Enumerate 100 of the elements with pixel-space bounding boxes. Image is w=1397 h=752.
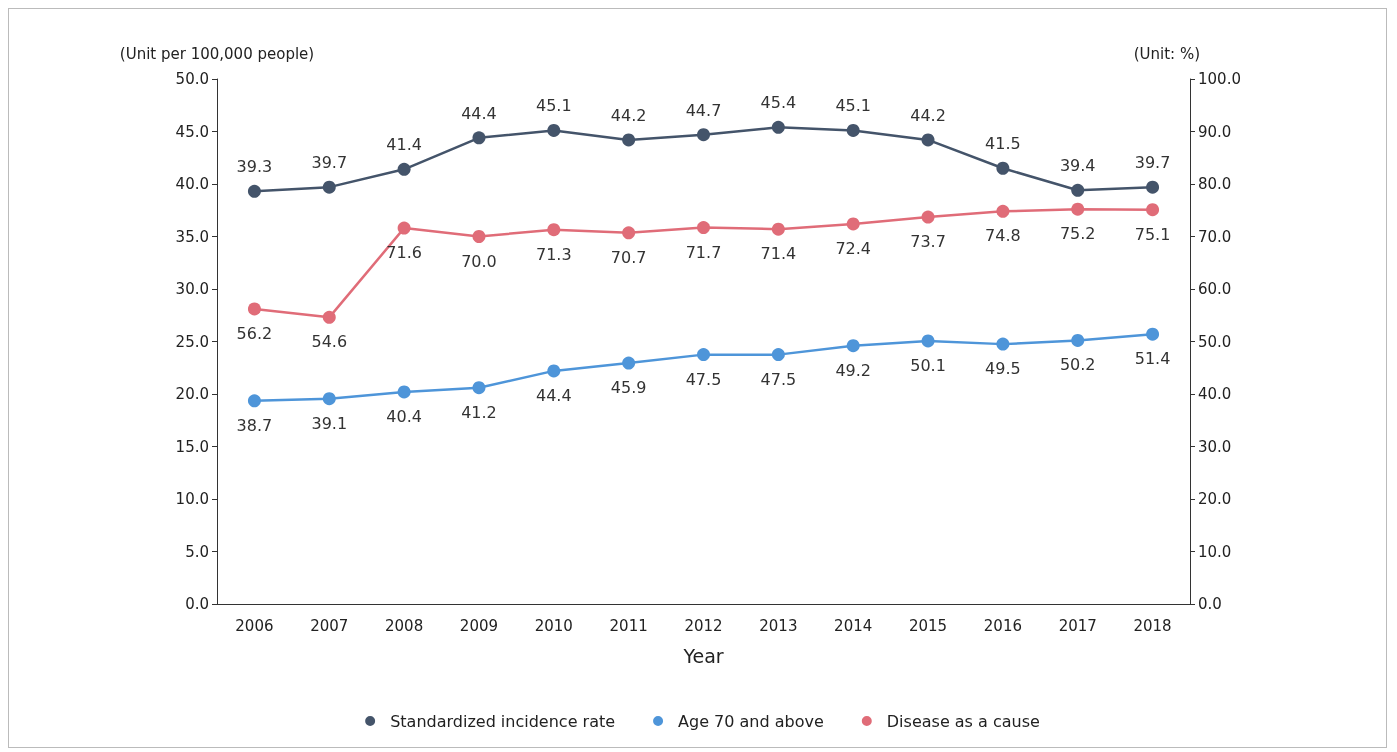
data-label: 71.6 xyxy=(386,243,422,263)
x-tick-label: 2007 xyxy=(310,616,349,635)
x-tick-label: 2012 xyxy=(684,616,723,635)
y2-tick-label: 30.0 xyxy=(1198,437,1232,456)
y2-tick-label: 20.0 xyxy=(1198,490,1232,508)
y-tick-label: 0.0 xyxy=(185,595,209,613)
x-tick-label: 2015 xyxy=(908,616,948,635)
y-tick-label: 15.0 xyxy=(175,437,209,456)
y2-tick-label: 10.0 xyxy=(1198,542,1232,561)
y-tick-label: 45.0 xyxy=(175,122,209,141)
point xyxy=(996,161,1010,175)
data-label: 39.1 xyxy=(311,413,348,433)
data-label: 45.1 xyxy=(835,96,871,116)
data-label: 45.4 xyxy=(760,93,797,113)
point xyxy=(697,348,710,362)
data-label: 50.1 xyxy=(910,355,946,375)
data-label: 54.6 xyxy=(311,332,348,352)
data-label: 70.0 xyxy=(461,251,497,271)
point xyxy=(1071,202,1085,216)
y-tick-label: 10.0 xyxy=(175,490,209,508)
y-axis-title: (Unit per 100,000 people) xyxy=(119,44,315,63)
data-label: 40.4 xyxy=(386,406,422,426)
point xyxy=(397,221,411,235)
y2-tick-label: 60.0 xyxy=(1198,280,1232,298)
y2-tick-label: 0.0 xyxy=(1198,595,1222,613)
data-label: 49.2 xyxy=(835,360,871,380)
data-label: 47.5 xyxy=(760,369,797,389)
y-tick-label: 20.0 xyxy=(175,385,209,403)
point xyxy=(846,123,860,137)
point xyxy=(472,230,486,243)
point xyxy=(697,221,710,235)
y-tick-label: 35.0 xyxy=(175,227,209,246)
x-axis-title: Year xyxy=(682,644,724,667)
point xyxy=(322,180,336,194)
data-label: 41.5 xyxy=(985,134,1021,154)
x-tick-label: 2006 xyxy=(235,616,274,635)
data-label: 45.9 xyxy=(610,378,647,398)
point xyxy=(846,339,860,353)
point xyxy=(771,120,785,134)
data-label: 75.1 xyxy=(1134,224,1171,244)
y-tick-label: 40.0 xyxy=(175,175,209,193)
point xyxy=(472,381,486,395)
point xyxy=(996,204,1010,218)
data-label: 39.7 xyxy=(311,153,348,173)
data-label: 44.4 xyxy=(461,103,497,123)
point xyxy=(622,356,636,370)
point xyxy=(247,394,261,408)
point xyxy=(622,226,636,240)
y2-tick-label: 50.0 xyxy=(1198,332,1232,351)
point xyxy=(397,162,411,176)
data-label: 50.2 xyxy=(1059,355,1096,375)
data-label: 74.8 xyxy=(985,226,1021,246)
point xyxy=(846,217,860,231)
x-tick-label: 2009 xyxy=(459,616,499,635)
x-tick-label: 2017 xyxy=(1058,616,1097,635)
data-label: 41.4 xyxy=(386,135,422,155)
y2-tick-label: 90.0 xyxy=(1198,122,1232,141)
y-tick-label: 5.0 xyxy=(185,542,209,561)
data-label: 75.2 xyxy=(1059,224,1096,244)
point xyxy=(547,223,561,237)
data-label: 51.4 xyxy=(1134,349,1171,369)
point xyxy=(322,310,336,324)
data-label: 44.4 xyxy=(536,385,572,405)
data-label: 73.7 xyxy=(910,232,946,252)
point xyxy=(247,184,261,198)
data-label: 71.3 xyxy=(536,244,572,264)
legend-label: Disease as a cause xyxy=(886,711,1040,731)
point xyxy=(397,385,411,399)
data-label: 71.4 xyxy=(760,244,797,264)
point xyxy=(622,133,636,147)
point xyxy=(1146,203,1160,217)
point xyxy=(547,364,561,378)
point xyxy=(1146,327,1160,341)
y-tick-label: 25.0 xyxy=(175,332,209,351)
data-label: 72.4 xyxy=(835,238,871,258)
x-tick-label: 2010 xyxy=(534,616,573,635)
point xyxy=(996,337,1010,351)
y-tick-label: 30.0 xyxy=(175,280,209,298)
x-tick-label: 2013 xyxy=(759,616,798,635)
y2-tick-label: 40.0 xyxy=(1198,385,1232,403)
point xyxy=(1146,180,1160,194)
data-label: 39.7 xyxy=(1134,153,1171,173)
x-tick-label: 2014 xyxy=(834,616,873,635)
y-tick-label: 50.0 xyxy=(175,70,209,88)
y2-tick-label: 100.0 xyxy=(1198,70,1241,88)
point xyxy=(771,222,785,236)
x-tick-label: 2011 xyxy=(609,616,648,635)
point xyxy=(547,123,561,137)
data-label: 39.4 xyxy=(1059,156,1096,176)
point xyxy=(771,348,785,362)
data-label: 70.7 xyxy=(610,247,647,267)
point xyxy=(322,392,336,406)
point xyxy=(247,302,261,316)
legend-label: Standardized incidence rate xyxy=(390,711,616,731)
data-label: 44.7 xyxy=(685,100,722,120)
legend-label: Age 70 and above xyxy=(678,711,824,731)
data-label: 47.5 xyxy=(685,369,722,389)
data-label: 44.2 xyxy=(610,105,647,125)
point xyxy=(1071,183,1085,197)
data-label: 49.5 xyxy=(985,359,1021,379)
